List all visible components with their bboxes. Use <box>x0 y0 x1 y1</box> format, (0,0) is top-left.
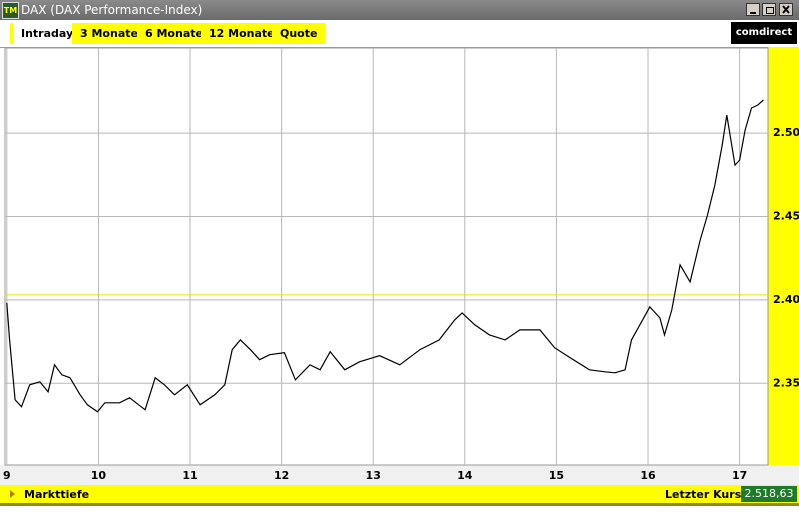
plot-area <box>4 47 769 466</box>
minimize-button[interactable] <box>746 3 760 16</box>
footer-bar: Markttiefe Letzter Kurs 2.518,63 <box>0 485 799 503</box>
x-tick-label: 12 <box>274 469 289 482</box>
tab[interactable]: 3 Monate <box>72 23 146 44</box>
y-axis-band <box>768 47 799 465</box>
tab-bar: Intraday 3 Monate 6 Monate 12 Monate Quo… <box>0 20 799 48</box>
last-price: 2.518,63 <box>741 486 797 502</box>
tab[interactable]: Intraday <box>10 23 82 44</box>
label-text: Letzter Kurs <box>665 488 742 501</box>
x-axis-band <box>0 465 799 485</box>
chart: 9 10 11 12 13 14 15 16 17 2.350 2.400 2.450 2.500 <box>0 47 799 485</box>
y-tick-label: 2.500 <box>773 126 799 139</box>
x-tick-label: 9 <box>3 469 11 482</box>
close-icon <box>782 5 790 14</box>
x-tick-label: 15 <box>549 469 564 482</box>
title-bar: TM DAX (DAX Performance-Index) <box>0 0 799 20</box>
y-tick-label: 2.350 <box>773 376 799 389</box>
arrow-icon <box>10 490 15 498</box>
tab[interactable]: 12 Monate <box>201 23 283 44</box>
tab[interactable]: Quote <box>272 23 326 44</box>
x-tick-label: 16 <box>640 469 656 482</box>
brand-logo[interactable]: comdirect <box>731 22 797 44</box>
y-tick-label: 2.400 <box>773 293 799 306</box>
restore-button[interactable] <box>762 3 776 16</box>
close-button[interactable] <box>779 3 793 16</box>
x-tick-label: 13 <box>366 469 381 482</box>
app-icon: TM <box>2 2 19 19</box>
bottom-strip <box>0 503 799 514</box>
x-tick-label: 17 <box>732 469 747 482</box>
x-tick-label: 14 <box>457 469 473 482</box>
x-tick-label: 11 <box>182 469 197 482</box>
link-text[interactable]: Markttiefe <box>24 488 90 501</box>
y-tick-label: 2.450 <box>773 209 799 222</box>
tab[interactable]: 6 Monate <box>137 23 211 44</box>
x-tick-label: 10 <box>91 469 107 482</box>
price-line <box>6 99 764 413</box>
window-title: DAX (DAX Performance-Index) <box>21 3 203 17</box>
